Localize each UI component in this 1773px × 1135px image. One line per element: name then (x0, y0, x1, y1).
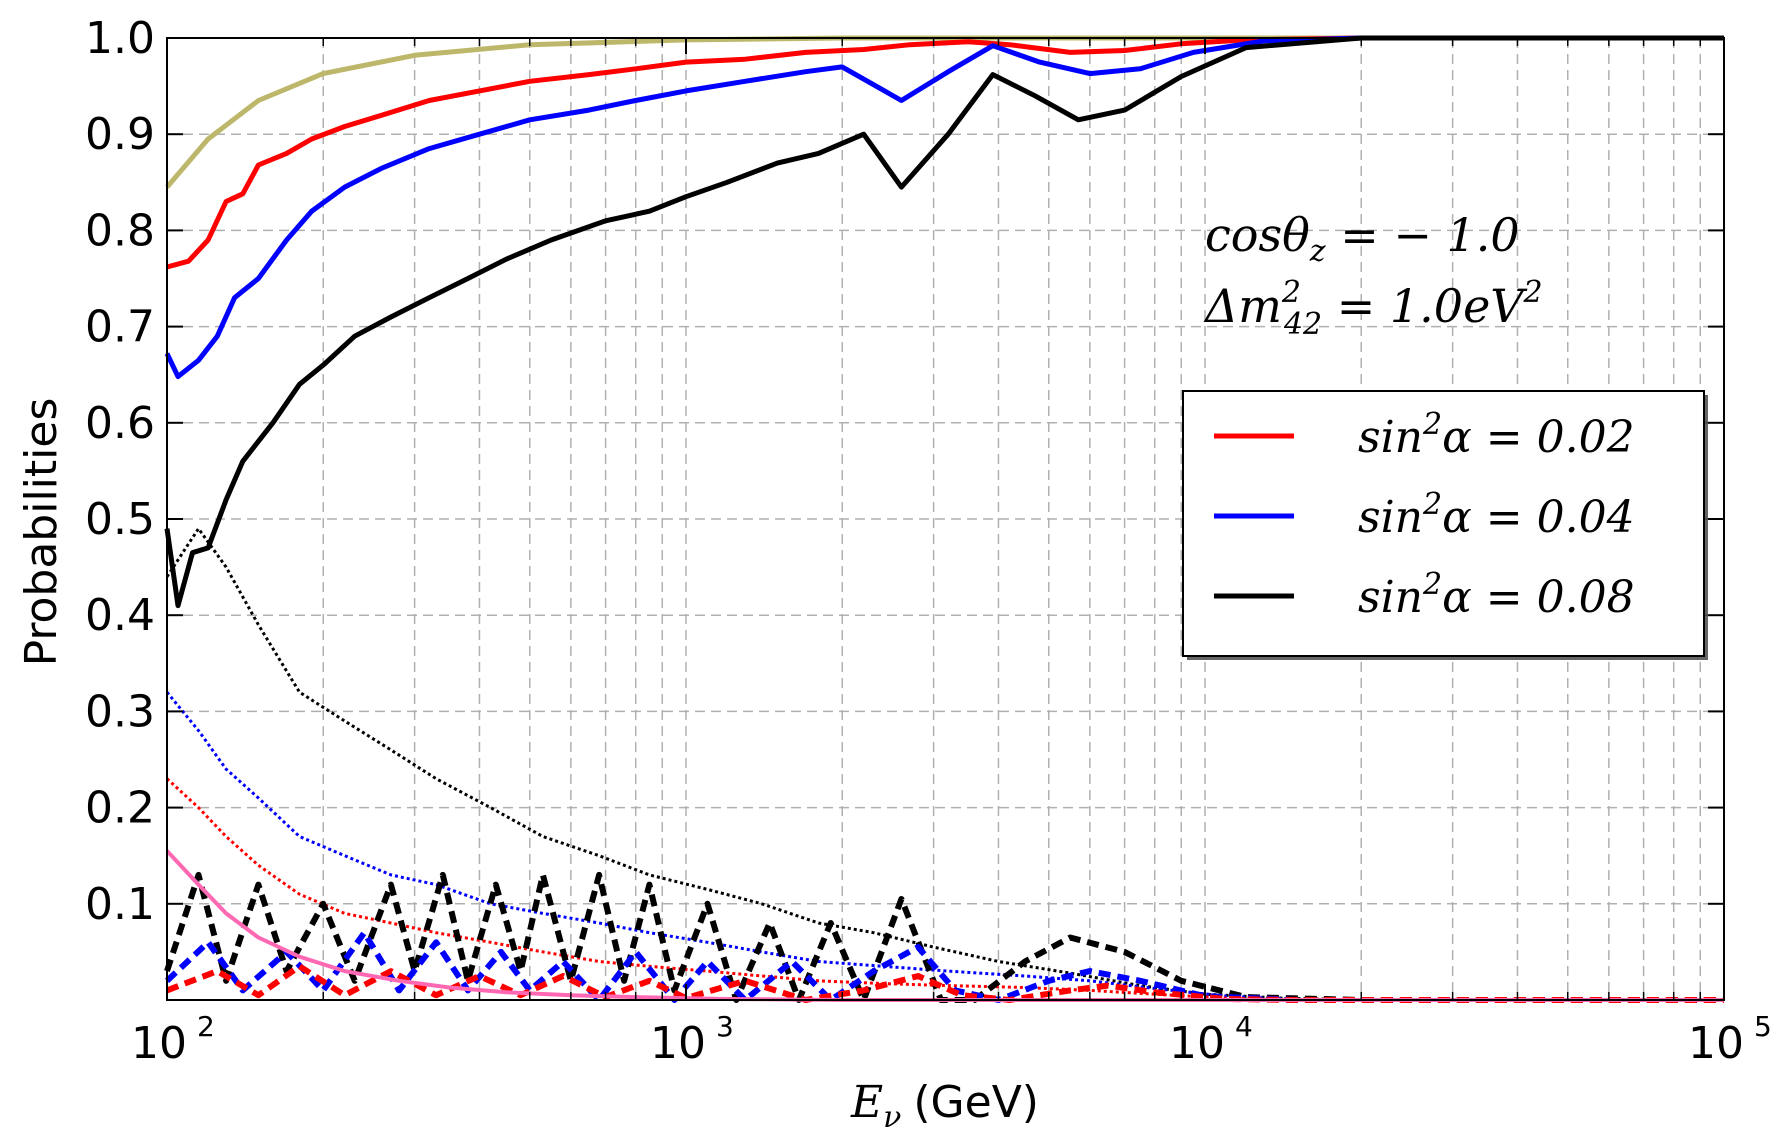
x-axis-symbol: E (850, 1077, 883, 1128)
y-tick-label: 0.7 (85, 302, 155, 353)
series-line-4 (165, 527, 1724, 1002)
legend-label: sin2α = 0.04 (1358, 487, 1635, 543)
ticks: 10 2 10 3 10 4 10 5 0.1 0.2 0.3 0.4 0.5 0.6 0.7 0.8 0.9 1… (85, 13, 1772, 1069)
x-axis-subscript: ν (883, 1100, 901, 1135)
annotation-mass-splitting: Δm2 42 = 1.0eV2 (1203, 275, 1543, 342)
y-tick-label: 0.4 (85, 590, 155, 641)
legend-label: sin2α = 0.02 (1358, 407, 1635, 463)
annotation-ev-superscript: 2 (1523, 275, 1543, 310)
annotation-cos-theta-value: = − 1.0 (1326, 208, 1520, 262)
y-tick-label: 0.8 (85, 205, 155, 256)
series-line-10 (165, 849, 1724, 1002)
x-tick-exponent: 3 (716, 1010, 734, 1043)
series-line-6 (165, 777, 1724, 1002)
series-line-2 (164, 35, 1724, 380)
legend: sin2α = 0.02 sin2α = 0.04 sin2α = 0.08 (1182, 390, 1708, 660)
series-line-7 (164, 871, 1724, 1003)
x-axis-label: Eν (GeV) (850, 1077, 1039, 1135)
y-tick-label: 0.2 (85, 783, 155, 834)
y-tick-label: 0.5 (85, 494, 155, 545)
legend-label: sin2α = 0.08 (1358, 567, 1635, 623)
y-tick-label: 0.9 (85, 109, 155, 160)
y-tick-label: 0.1 (85, 879, 155, 930)
svg-text:cosθz = − 1.0: cosθz = − 1.0 (1205, 208, 1520, 269)
x-tick-label: 10 (650, 1018, 706, 1069)
annotation-delta-m-subscript: 42 (1283, 307, 1322, 342)
annotation-cos-theta: cosθ (1205, 208, 1310, 262)
annotation-delta-m-value: = 1.0eV (1322, 279, 1528, 333)
annotation-delta-m-superscript: 2 (1281, 275, 1301, 310)
x-tick-exponent: 4 (1235, 1010, 1253, 1043)
y-tick-label: 1.0 (85, 13, 155, 64)
series-line-5 (165, 691, 1724, 1002)
series-line-0 (165, 35, 1724, 189)
x-axis-unit: (GeV) (913, 1077, 1039, 1128)
x-tick-exponent: 2 (197, 1010, 215, 1043)
series-line-1 (166, 35, 1724, 270)
annotation-cos-theta-subscript: z (1309, 234, 1326, 269)
x-tick-label: 10 (1688, 1018, 1744, 1069)
x-tick-exponent: 5 (1754, 1010, 1772, 1043)
y-tick-label: 0.6 (85, 398, 155, 449)
y-axis-label: Probabilities (16, 398, 67, 667)
annotation-delta-m: Δm (1203, 279, 1282, 333)
series-line-3 (164, 35, 1724, 609)
series-line-9 (165, 963, 1724, 1003)
annotation-zenith-angle: cosθz = − 1.0 (1205, 208, 1520, 269)
series-line-8 (164, 929, 1724, 1003)
x-tick-label: 10 (1169, 1018, 1225, 1069)
x-tick-label: 10 (131, 1018, 187, 1069)
y-tick-label: 0.3 (85, 686, 155, 737)
